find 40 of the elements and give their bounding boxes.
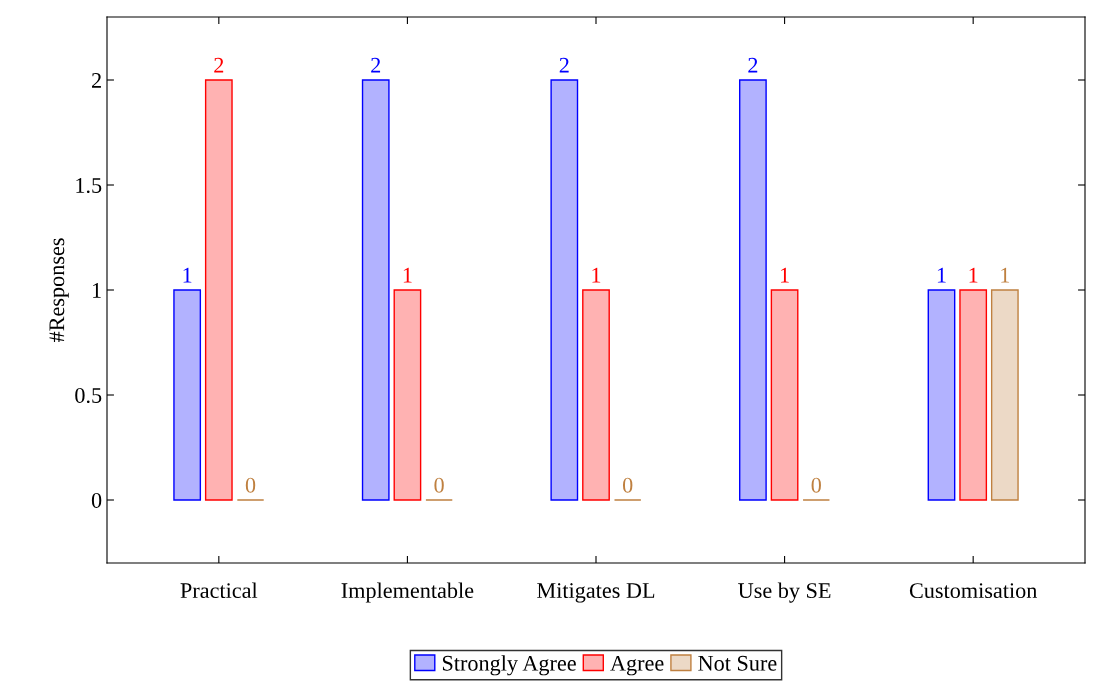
data-label: 0: [811, 477, 821, 493]
data-label: 1: [183, 267, 192, 283]
x-tick-label: Practical: [180, 582, 258, 599]
data-label: 0: [245, 477, 256, 493]
y-axis-title: #Responses: [49, 238, 69, 343]
data-label: 1: [1001, 267, 1010, 283]
bar: [990, 289, 1019, 501]
bar: [393, 289, 422, 501]
data-label: 1: [937, 267, 946, 283]
data-label: 1: [780, 267, 789, 283]
y-tick-label: 1.5: [76, 178, 102, 194]
legend-label: Not Sure: [698, 655, 777, 671]
legend-label: Agree: [610, 655, 664, 676]
data-label: 1: [592, 267, 601, 283]
data-label: 2: [214, 57, 224, 73]
bar: [927, 289, 956, 501]
bar: [550, 79, 579, 501]
bar: [582, 289, 610, 501]
x-tick-label: Customisation: [909, 583, 1038, 599]
bar: [204, 79, 233, 501]
legend-label: Strongly Agree: [442, 655, 576, 676]
data-label: 2: [748, 57, 758, 73]
x-tick-label: Implementable: [341, 582, 474, 603]
y-tick-label: 1: [92, 283, 101, 298]
y-tick-label: 0.5: [75, 387, 102, 404]
bar: [770, 289, 799, 501]
y-tick-label: 0: [91, 492, 102, 508]
bar: [361, 79, 390, 501]
data-label: 2: [371, 57, 381, 73]
data-label: 0: [434, 477, 444, 493]
data-label: 1: [403, 267, 412, 283]
data-label: 2: [559, 57, 569, 73]
bar: [173, 289, 202, 501]
bar: [959, 289, 988, 501]
bar: [739, 79, 767, 501]
y-tick-label: 2: [92, 72, 101, 88]
x-tick-label: Use by SE: [738, 582, 831, 603]
x-tick-label: Mitigates DL: [537, 583, 655, 603]
data-label: 1: [969, 267, 978, 283]
data-label: 0: [622, 477, 633, 493]
